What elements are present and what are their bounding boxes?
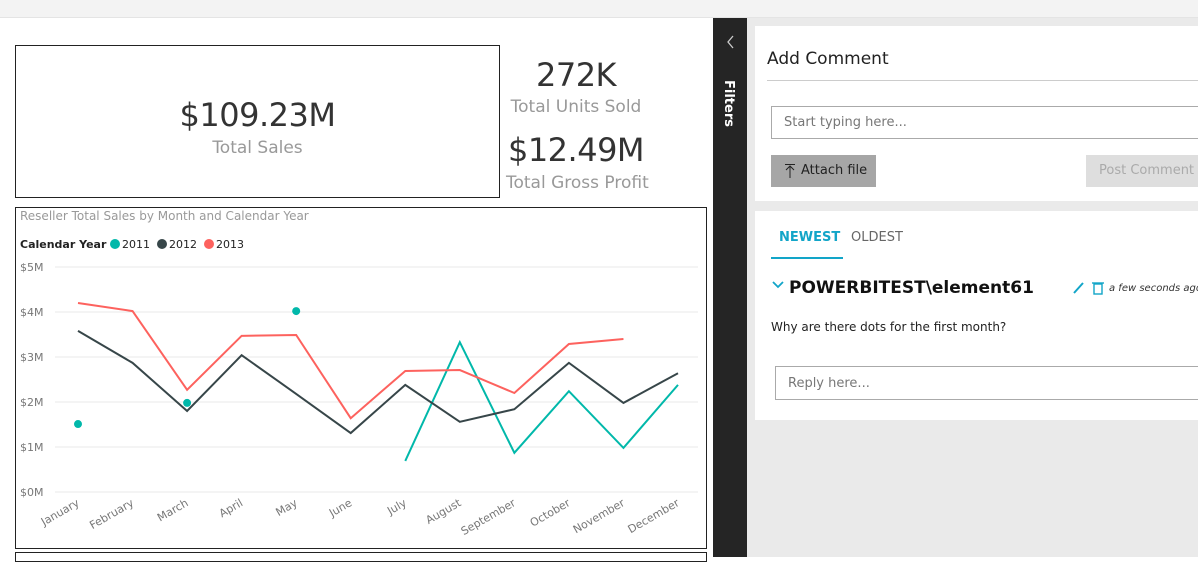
tab-underline xyxy=(771,257,843,259)
y-tick-label: $0M xyxy=(20,486,44,499)
sales-card[interactable] xyxy=(15,45,500,198)
tab-newest[interactable]: NEWEST xyxy=(779,230,841,245)
attach-icon xyxy=(785,164,795,178)
chart-frame[interactable] xyxy=(15,207,707,549)
tab-oldest[interactable]: OLDEST xyxy=(851,230,903,245)
comment-input[interactable]: Start typing here... xyxy=(771,106,1198,139)
x-tick-label: June xyxy=(326,496,354,520)
x-tick-label: August xyxy=(423,496,463,527)
comment-time: a few seconds ago xyxy=(1109,283,1198,294)
comment-author: POWERBITEST\element61 xyxy=(789,278,1034,298)
x-tick-label: March xyxy=(155,496,191,524)
x-tick-label: February xyxy=(87,496,136,532)
series-line xyxy=(404,339,679,462)
thread-card xyxy=(755,211,1198,420)
comment-actions[interactable] xyxy=(1071,280,1107,296)
legend-label: 2011 xyxy=(122,238,150,251)
x-tick-label: December xyxy=(626,496,682,536)
kpi-value: $12.49M xyxy=(507,131,645,169)
y-tick-label: $4M xyxy=(20,306,44,319)
kpi-label: Total Sales xyxy=(212,138,303,158)
point xyxy=(292,307,301,316)
legend-marker xyxy=(110,239,120,249)
filters-pane[interactable] xyxy=(713,18,747,557)
chart-title: Reseller Total Sales by Month and Calend… xyxy=(20,209,309,223)
y-tick-label: $5M xyxy=(20,261,44,274)
series-line xyxy=(77,302,624,420)
top-bar xyxy=(0,0,1198,18)
legend-label: 2013 xyxy=(216,238,244,251)
kpi-label: Total Gross Profit xyxy=(506,173,649,193)
kpi-value: 272K xyxy=(535,56,617,94)
y-tick-label: $1M xyxy=(20,441,44,454)
x-tick-label: May xyxy=(273,496,300,519)
expand-icon[interactable] xyxy=(771,280,785,290)
point xyxy=(74,420,82,429)
kpi-value: $109.23M xyxy=(179,96,336,134)
divider xyxy=(767,80,1198,81)
reply-input[interactable]: Reply here... xyxy=(775,366,1198,400)
x-tick-label: July xyxy=(384,496,409,518)
filters-label[interactable]: Filters xyxy=(721,80,736,127)
point xyxy=(183,398,192,407)
y-tick-label: $3M xyxy=(20,351,44,364)
x-tick-label: October xyxy=(528,496,573,530)
attach-button[interactable]: Attach file xyxy=(771,155,876,187)
kpi-label: Total Units Sold xyxy=(510,97,642,117)
x-tick-label: April xyxy=(217,496,245,520)
add-comment-title: Add Comment xyxy=(767,49,889,69)
y-tick-label: $2M xyxy=(20,396,44,409)
x-tick-label: November xyxy=(571,496,627,536)
legend-title: Calendar Year xyxy=(20,238,107,251)
legend-label: 2012 xyxy=(169,238,197,251)
post-button[interactable]: Post Comment xyxy=(1086,155,1198,187)
legend-marker xyxy=(157,239,167,249)
legend-marker xyxy=(204,239,214,249)
chart: Reseller Total Sales by Month and Calend… xyxy=(20,209,698,538)
comment-text: Why are there dots for the first month? xyxy=(771,320,1007,334)
x-tick-label: January xyxy=(38,496,82,529)
x-tick-label: September xyxy=(459,496,519,538)
collapse-icon[interactable] xyxy=(713,18,747,58)
series-line xyxy=(77,330,679,435)
